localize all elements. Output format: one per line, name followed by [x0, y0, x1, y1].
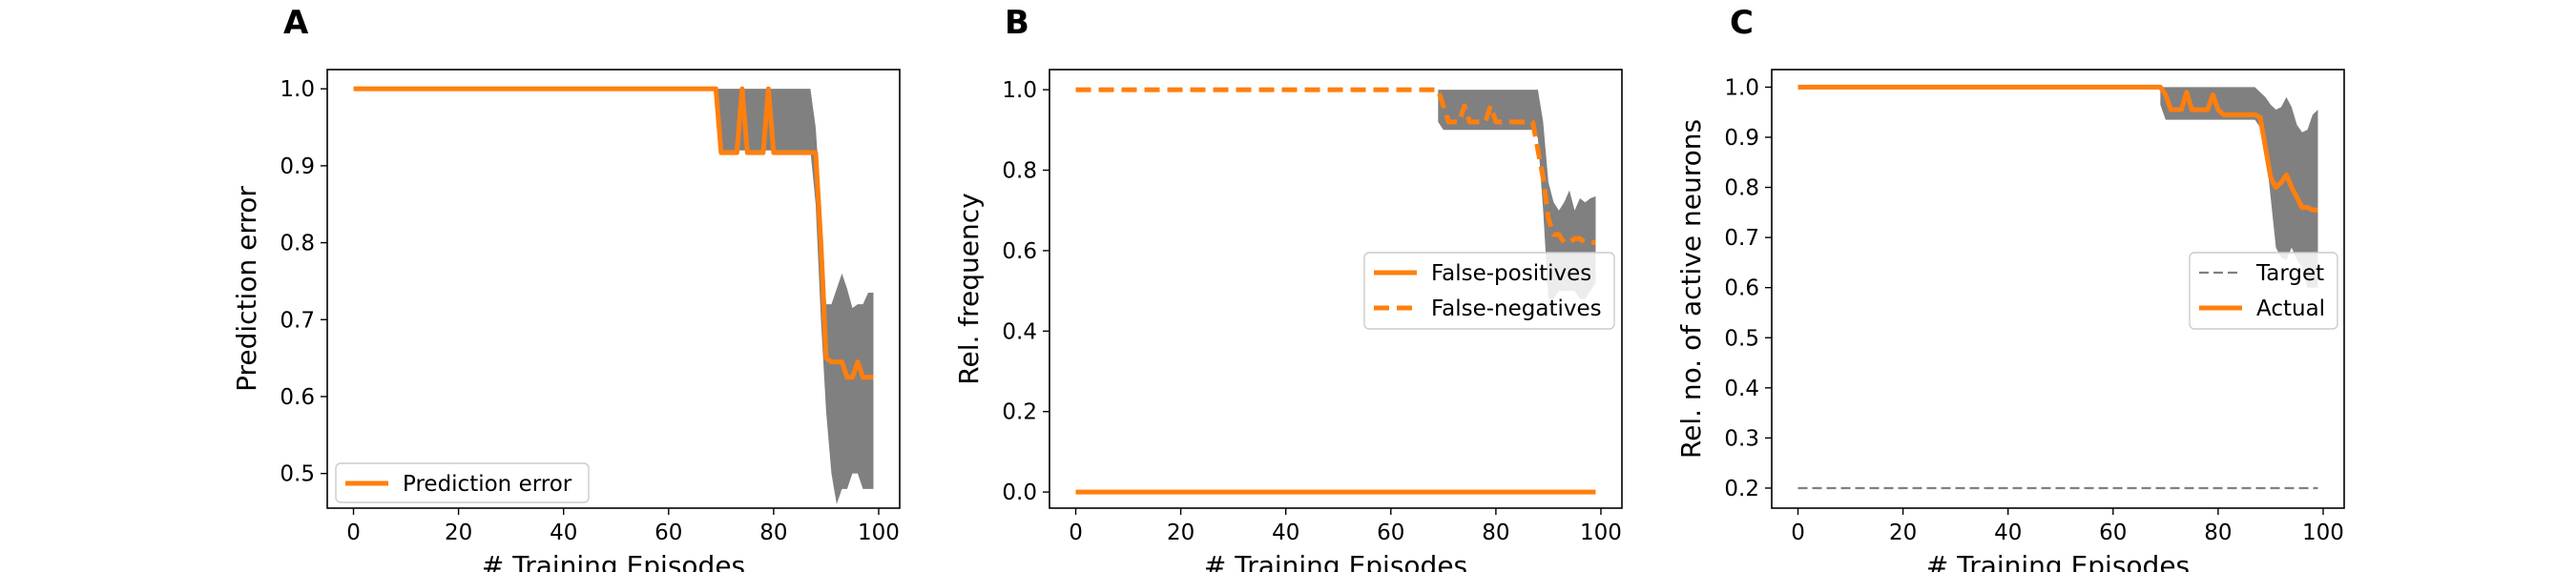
y-tick-label: 0.0 [1002, 480, 1037, 505]
legend-label: False-positives [1431, 261, 1591, 286]
y-tick-label: 0.9 [1724, 126, 1759, 151]
x-tick-label: 80 [2204, 521, 2232, 545]
legend-label: Actual [2256, 296, 2325, 321]
legend-label: False-negatives [1431, 296, 1602, 321]
y-tick-label: 0.3 [1724, 426, 1759, 451]
panel-c: C 0 20 40 60 80 100 0.2 0.3 0.4 0.5 0.6 0.7 0.8 0.9 1.0… [1675, 4, 2345, 572]
uncertainty-band [716, 89, 874, 504]
x-tick-label: 20 [445, 521, 472, 545]
y-tick-label: 0.5 [1724, 326, 1759, 351]
x-tick-label: 100 [858, 521, 900, 545]
x-tick-label: 80 [759, 521, 787, 545]
panel-a: A 0 20 40 60 80 100 0.5 0.6 0.7 0.8 0.9 1.0 # Trainin… [231, 4, 901, 572]
x-tick-label: 40 [1994, 521, 2022, 545]
y-tick-label: 0.7 [280, 308, 315, 333]
x-tick-label: 20 [1167, 521, 1195, 545]
y-tick-label: 0.8 [1002, 159, 1037, 184]
x-axis-label: # Training Episodes [482, 550, 745, 572]
uncertainty-band [2160, 87, 2318, 288]
y-axis-label: Prediction error [231, 186, 262, 392]
y-axis-label: Rel. no. of active neurons [1675, 119, 1707, 459]
y-tick-label: 0.9 [280, 154, 315, 179]
uncertainty-band [1438, 90, 1596, 299]
x-tick-label: 0 [1791, 521, 1805, 545]
y-tick-label: 0.5 [280, 462, 315, 487]
axes-frame [1771, 69, 2345, 509]
series-line-2 [1797, 84, 2318, 213]
y-tick-label: 1.0 [1002, 78, 1037, 103]
panel-label: A [283, 4, 309, 42]
legend: False-positives False-negatives [1363, 252, 1615, 330]
series-line-2 [1075, 87, 1596, 245]
x-tick-label: 100 [1580, 521, 1622, 545]
y-tick-label: 0.4 [1002, 319, 1037, 344]
legend: Prediction error [335, 462, 590, 503]
x-tick-label: 60 [654, 521, 682, 545]
y-tick-label: 0.2 [1724, 477, 1759, 501]
y-tick-label: 1.0 [1724, 75, 1759, 100]
y-tick-label: 0.6 [1724, 276, 1759, 301]
panel-b: B 0 20 40 60 80 100 0.0 0.2 0.4 0.6 0.8 1.0 # Trainin… [953, 4, 1623, 572]
x-axis-label: # Training Episodes [1926, 550, 2190, 572]
y-tick-label: 0.4 [1724, 377, 1759, 401]
x-tick-label: 0 [346, 521, 361, 545]
x-tick-label: 60 [1377, 521, 1404, 545]
y-tick-label: 0.6 [280, 385, 315, 410]
x-tick-label: 40 [1272, 521, 1299, 545]
x-tick-label: 60 [2099, 521, 2127, 545]
y-tick-label: 0.8 [1724, 176, 1759, 201]
legend-label: Target [2255, 261, 2324, 286]
y-tick-label: 0.6 [1002, 239, 1037, 264]
legend: Target Actual [2189, 252, 2338, 330]
y-tick-label: 0.8 [280, 232, 315, 256]
x-tick-label: 100 [2302, 521, 2344, 545]
y-axis-label: Rel. frequency [953, 193, 985, 384]
panel-label: B [1005, 4, 1029, 42]
x-tick-label: 0 [1069, 521, 1083, 545]
x-tick-label: 80 [1482, 521, 1509, 545]
axes-frame [1049, 69, 1623, 509]
legend-box [1363, 252, 1615, 330]
x-tick-label: 40 [550, 521, 577, 545]
legend-box [335, 462, 590, 503]
y-tick-label: 1.0 [280, 77, 315, 102]
y-tick-label: 0.7 [1724, 226, 1759, 251]
axes-frame [326, 69, 901, 509]
series-line-1 [353, 86, 874, 380]
legend-label: Prediction error [403, 472, 572, 497]
x-axis-label: # Training Episodes [1204, 550, 1467, 572]
x-tick-label: 20 [1889, 521, 1917, 545]
panel-label: C [1730, 4, 1754, 42]
y-tick-label: 0.2 [1002, 400, 1037, 425]
